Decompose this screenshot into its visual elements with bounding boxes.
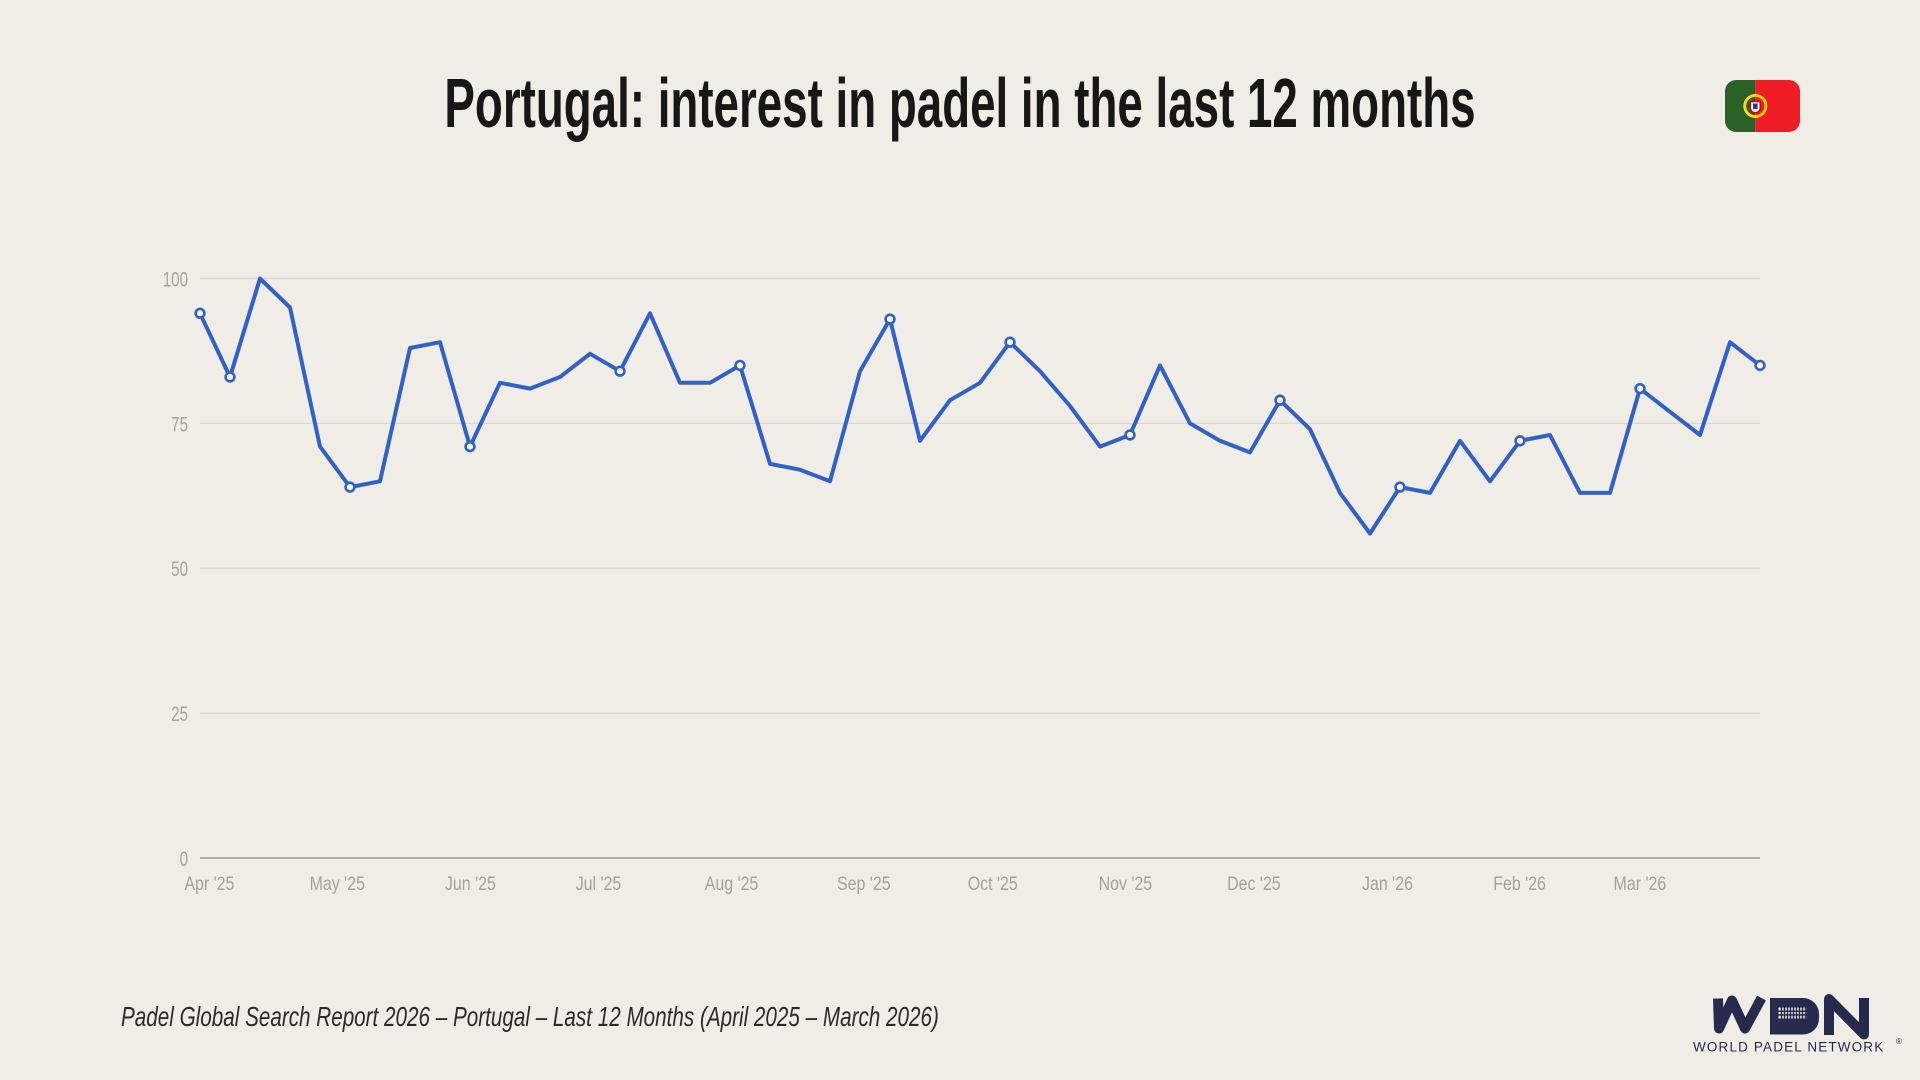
svg-text:Nov '25: Nov '25 [1099, 873, 1153, 895]
svg-text:Mar '26: Mar '26 [1614, 873, 1667, 895]
svg-text:0: 0 [180, 846, 188, 870]
svg-text:Sep '25: Sep '25 [837, 873, 891, 895]
svg-text:100: 100 [163, 267, 188, 291]
svg-text:WORLD PADEL NETWORK: WORLD PADEL NETWORK [1693, 1040, 1884, 1055]
svg-text:Jan '26: Jan '26 [1362, 873, 1413, 895]
svg-text:Feb '26: Feb '26 [1493, 873, 1546, 895]
svg-text:Dec '25: Dec '25 [1227, 873, 1281, 895]
svg-text:25: 25 [171, 702, 188, 726]
svg-text:Oct '25: Oct '25 [968, 873, 1018, 895]
svg-text:Jun '25: Jun '25 [445, 873, 496, 895]
svg-text:Apr '25: Apr '25 [184, 873, 234, 895]
svg-text:May '25: May '25 [310, 873, 366, 895]
svg-text:Aug '25: Aug '25 [705, 873, 759, 895]
svg-text:50: 50 [171, 557, 188, 581]
svg-text:75: 75 [171, 412, 188, 436]
svg-text:®: ® [1896, 1037, 1902, 1046]
svg-text:Jul '25: Jul '25 [576, 873, 622, 895]
